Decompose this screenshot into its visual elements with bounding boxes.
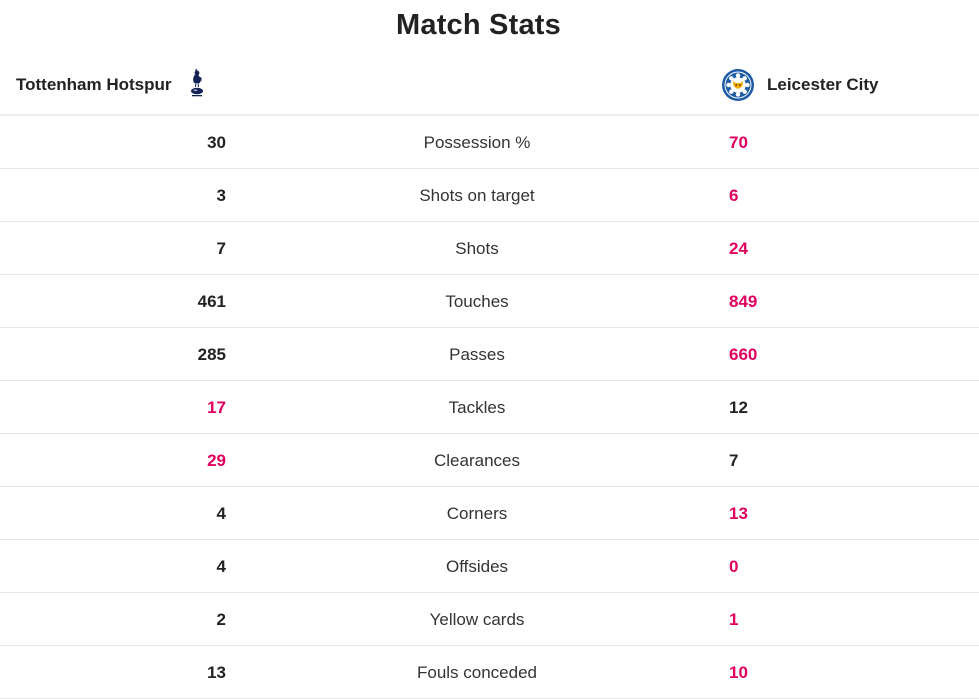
stat-row: 2 Yellow cards 1: [0, 593, 979, 646]
stat-label: Offsides: [445, 557, 509, 576]
stat-label: Shots on target: [419, 186, 535, 205]
stat-label: Passes: [449, 345, 505, 364]
home-stat-value: 29: [207, 451, 226, 470]
stat-label: Shots: [455, 239, 499, 258]
home-team-header[interactable]: Tottenham Hotspur: [16, 62, 206, 108]
stat-label: Tackles: [448, 398, 506, 417]
stat-label: Fouls conceded: [416, 663, 538, 682]
home-stat-value: 30: [207, 133, 226, 152]
stats-table: 30 Possession % 70 3 Shots on target 6 7 Shots 2…: [0, 114, 979, 699]
stat-row: 461 Touches 849: [0, 275, 979, 328]
away-stat-value: 12: [729, 398, 748, 417]
home-stat-value: 7: [216, 239, 226, 258]
away-stat-value: 849: [729, 292, 758, 311]
home-stat-value: 461: [197, 292, 226, 311]
home-stat-value: 4: [216, 557, 226, 576]
away-stat-value: 70: [729, 133, 748, 152]
away-stat-value: 7: [729, 451, 739, 470]
away-stat-value: 0: [729, 557, 739, 576]
away-stat-value: 6: [729, 186, 739, 205]
away-stat-value: 660: [729, 345, 758, 364]
away-stat-value: 10: [729, 663, 748, 682]
tottenham-cockerel-icon: [188, 68, 206, 102]
stat-label: Clearances: [434, 451, 520, 470]
stat-row: 3 Shots on target 6: [0, 169, 979, 222]
away-stat-value: 1: [729, 610, 739, 629]
stat-row: 30 Possession % 70: [0, 116, 979, 169]
stat-row: 4 Corners 13: [0, 487, 979, 540]
home-stat-value: 2: [216, 610, 226, 629]
home-stat-value: 3: [216, 186, 226, 205]
home-stat-value: 285: [197, 345, 226, 364]
stat-row: 29 Clearances 7: [0, 434, 979, 487]
away-stat-value: 13: [729, 504, 748, 523]
stat-row: 285 Passes 660: [0, 328, 979, 381]
page-title: Match Stats: [396, 9, 561, 41]
stat-row: 17 Tackles 12: [0, 381, 979, 434]
stat-label: Yellow cards: [429, 610, 525, 629]
stat-row: 7 Shots 24: [0, 222, 979, 275]
away-team-name: Leicester City: [767, 75, 879, 94]
home-stat-value: 17: [207, 398, 226, 417]
home-stat-value: 4: [216, 504, 226, 523]
away-team-header[interactable]: Leicester City: [721, 62, 879, 108]
away-stat-value: 24: [729, 239, 748, 258]
stat-label: Touches: [445, 292, 509, 311]
stat-label: Corners: [446, 504, 508, 523]
stat-label: Possession %: [423, 133, 531, 152]
home-team-name: Tottenham Hotspur: [16, 75, 172, 94]
stat-row: 13 Fouls conceded 10: [0, 646, 979, 699]
home-stat-value: 13: [207, 663, 226, 682]
stat-row: 4 Offsides 0: [0, 540, 979, 593]
leicester-fox-crest-icon: [721, 68, 755, 102]
